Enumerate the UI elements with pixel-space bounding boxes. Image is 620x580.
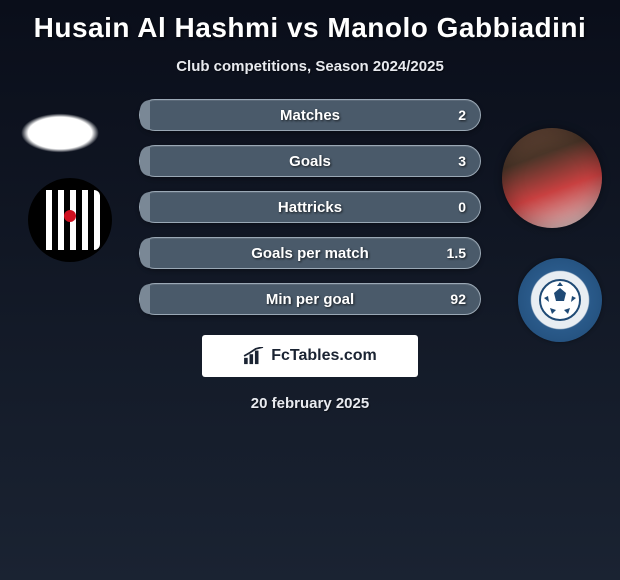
stat-label: Min per goal <box>140 291 480 308</box>
stat-label: Goals <box>140 153 480 170</box>
stat-bar: Min per goal92 <box>139 283 481 315</box>
stat-value-right: 3 <box>458 153 466 169</box>
comparison-card: Husain Al Hashmi vs Manolo Gabbiadini Cl… <box>0 0 620 424</box>
player-left-avatar <box>10 108 110 158</box>
subtitle: Club competitions, Season 2024/2025 <box>0 58 620 75</box>
stat-bar: Matches2 <box>139 99 481 131</box>
stat-value-right: 92 <box>450 291 466 307</box>
football-icon <box>536 276 584 324</box>
brand-label: FcTables.com <box>271 347 377 365</box>
stat-value-right: 0 <box>458 199 466 215</box>
stat-label: Hattricks <box>140 199 480 216</box>
stat-bar: Hattricks0 <box>139 191 481 223</box>
date-label: 20 february 2025 <box>0 395 620 412</box>
brand-badge[interactable]: FcTables.com <box>202 335 418 377</box>
stat-bars: Matches2 Goals3 Hattricks0 Goals per match1… <box>139 99 481 315</box>
club-left-badge <box>28 178 112 262</box>
stat-label: Goals per match <box>140 245 480 262</box>
stat-label: Matches <box>140 107 480 124</box>
player-right-avatar <box>502 128 602 228</box>
stat-value-right: 2 <box>458 107 466 123</box>
club-left-badge-inner <box>40 190 100 250</box>
stat-value-right: 1.5 <box>447 245 466 261</box>
club-right-badge <box>518 258 602 342</box>
stat-bar: Goals per match1.5 <box>139 237 481 269</box>
page-title: Husain Al Hashmi vs Manolo Gabbiadini <box>0 12 620 44</box>
stat-bar: Goals3 <box>139 145 481 177</box>
brand-chart-icon <box>243 347 265 365</box>
